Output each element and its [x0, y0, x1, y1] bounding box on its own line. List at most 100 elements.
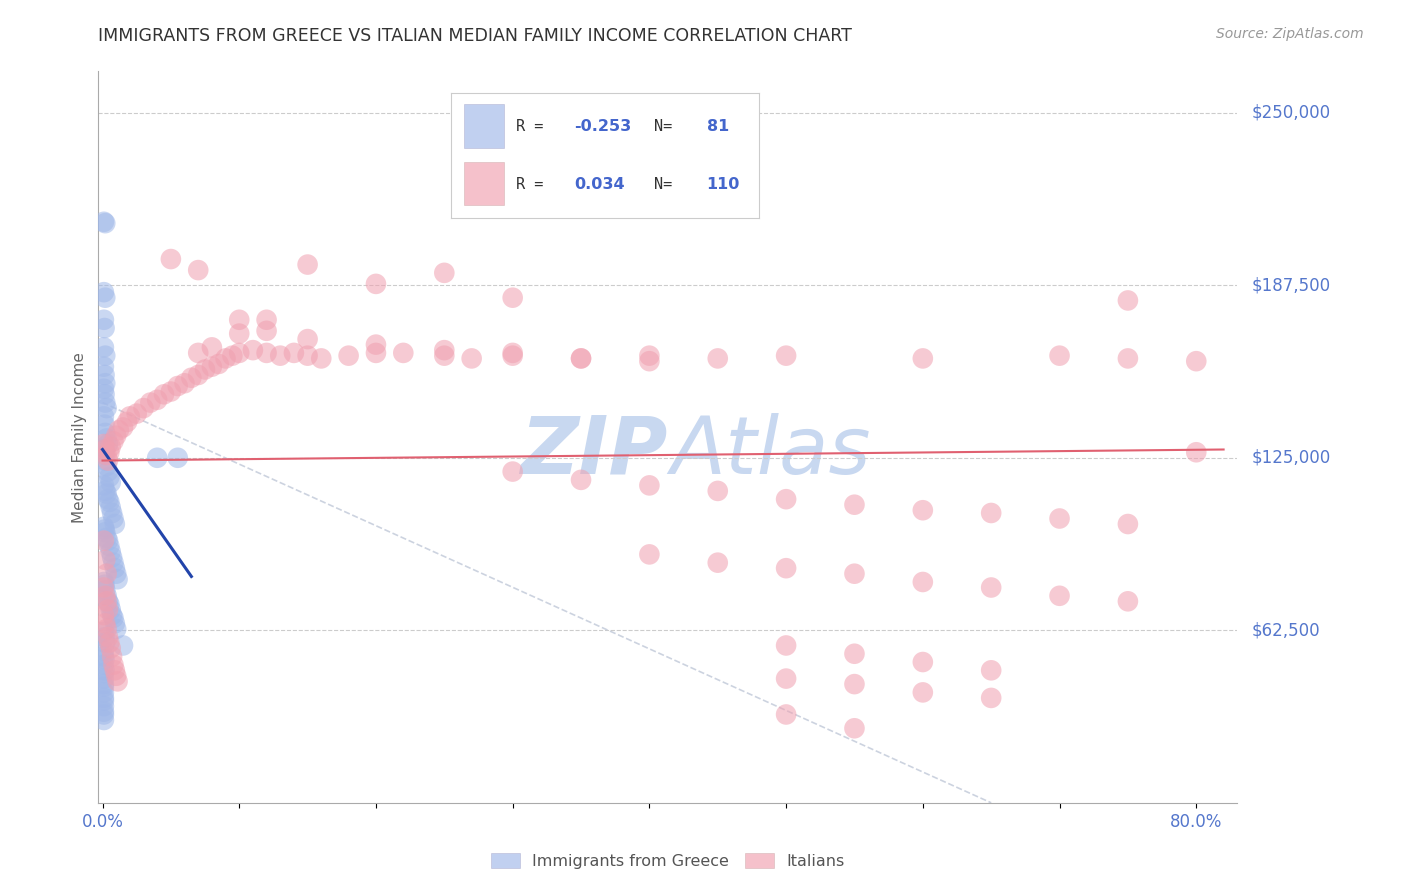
Point: [775, 639, 797, 653]
Point: [1116, 293, 1139, 308]
Point: [297, 332, 319, 346]
Point: [100, 475, 122, 490]
Point: [569, 351, 592, 366]
Point: [103, 611, 125, 625]
Point: [108, 423, 131, 437]
Point: [638, 548, 661, 562]
Point: [96, 432, 118, 446]
Point: [166, 379, 188, 393]
Point: [208, 357, 231, 371]
Point: [93, 663, 115, 677]
Point: [107, 674, 129, 689]
Point: [160, 252, 183, 266]
Point: [93, 478, 115, 492]
Point: [256, 312, 278, 326]
Point: [97, 630, 120, 644]
Point: [844, 647, 866, 661]
Point: [93, 437, 115, 451]
Point: [242, 343, 264, 358]
Point: [980, 663, 1002, 677]
Point: [104, 616, 127, 631]
Point: [153, 387, 176, 401]
Point: [93, 652, 115, 666]
Point: [96, 448, 118, 462]
Point: [1116, 594, 1139, 608]
Point: [93, 520, 115, 534]
Point: [96, 401, 118, 416]
Point: [146, 450, 169, 465]
Point: [97, 492, 120, 507]
Point: [93, 417, 115, 432]
Point: [112, 639, 135, 653]
Point: [214, 351, 236, 366]
Point: [93, 713, 115, 727]
Point: [228, 312, 250, 326]
Point: [337, 349, 360, 363]
Point: [228, 346, 250, 360]
Point: [104, 663, 127, 677]
Point: [911, 685, 934, 699]
Point: [93, 690, 115, 705]
Point: [100, 602, 122, 616]
Point: [1116, 351, 1139, 366]
Point: [100, 544, 122, 558]
Point: [139, 395, 162, 409]
Point: [460, 351, 482, 366]
Point: [93, 312, 115, 326]
Point: [433, 349, 456, 363]
Point: [1049, 511, 1071, 525]
Point: [844, 677, 866, 691]
Point: [94, 636, 117, 650]
Point: [502, 346, 524, 360]
Point: [173, 376, 195, 391]
Point: [93, 368, 115, 382]
Point: [194, 362, 217, 376]
Point: [93, 533, 115, 548]
Point: [844, 566, 866, 581]
Point: [107, 572, 129, 586]
Point: [201, 359, 224, 374]
Point: [364, 337, 387, 351]
Point: [105, 566, 128, 581]
Point: [118, 409, 141, 424]
Point: [94, 425, 117, 440]
Point: [115, 415, 138, 429]
Point: [93, 666, 115, 681]
Point: [101, 506, 124, 520]
Point: [93, 608, 115, 623]
Point: [93, 649, 115, 664]
Point: [502, 291, 524, 305]
Point: [96, 531, 118, 545]
Point: [98, 539, 121, 553]
Point: [1049, 589, 1071, 603]
Point: [911, 655, 934, 669]
Text: Source: ZipAtlas.com: Source: ZipAtlas.com: [1216, 27, 1364, 41]
Point: [569, 473, 592, 487]
Point: [93, 694, 115, 708]
Point: [256, 346, 278, 360]
Point: [706, 556, 728, 570]
Text: Atlas: Atlas: [671, 413, 870, 491]
Point: [228, 326, 250, 341]
Point: [93, 677, 115, 691]
Point: [96, 594, 118, 608]
Point: [93, 705, 115, 719]
Point: [297, 349, 319, 363]
Point: [101, 608, 124, 623]
Point: [94, 291, 117, 305]
Point: [775, 492, 797, 507]
Point: [166, 450, 188, 465]
Point: [221, 349, 243, 363]
Point: [93, 685, 115, 699]
Point: [160, 384, 183, 399]
Y-axis label: Median Family Income: Median Family Income: [72, 351, 87, 523]
Point: [180, 370, 202, 384]
Point: [502, 465, 524, 479]
Point: [980, 690, 1002, 705]
Point: [97, 602, 120, 616]
Point: [93, 215, 115, 229]
Point: [101, 550, 124, 565]
Point: [98, 445, 121, 459]
Point: [93, 321, 115, 335]
Point: [93, 644, 115, 658]
